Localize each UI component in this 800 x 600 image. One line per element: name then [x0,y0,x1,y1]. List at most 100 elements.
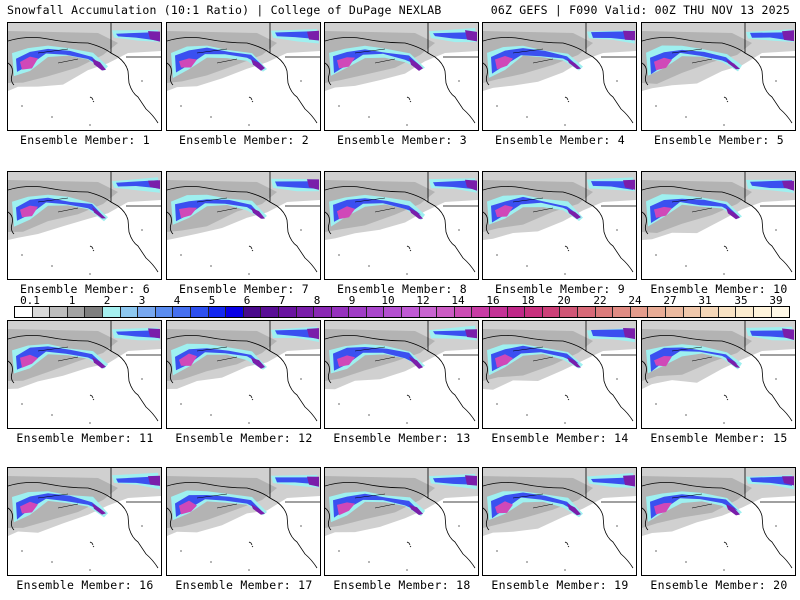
colorbar-cell [366,307,385,317]
heavy-snow-core-coast [726,357,740,368]
blue-snow-band-canada [116,180,158,189]
colorbar-cell [402,307,420,317]
heavy-snow-core-coast [92,58,106,71]
island-outlines [354,493,396,509]
island-outlines [196,197,238,213]
hawaii-islands [406,245,412,252]
moderate-snow-area [642,31,752,84]
colorbar-cell [613,307,631,317]
island-dot [406,422,408,424]
coastline-west-alaska [8,507,15,531]
purple-snow-band-canada [623,475,635,487]
colorbar-cell [32,307,51,317]
island-dot [655,550,657,552]
coastline [325,482,476,569]
blue-snow-band-canada [433,476,475,485]
island-dot [655,403,657,405]
coastline [642,37,793,124]
island-dot [406,273,408,275]
island-dot [496,105,498,107]
lake-dot [616,378,618,380]
island-dot [406,124,408,126]
island-dot [51,265,53,267]
island-dot [89,569,91,571]
island-dot [368,116,370,118]
island-dot [685,414,687,416]
hawaii-islands [248,245,254,252]
coastline-west-alaska [167,211,174,235]
blue-snow-band-canada [433,180,475,190]
colorbar-cell [578,307,596,317]
colorbar-tick-label: 9 [348,294,356,307]
ensemble-member-map [641,171,796,280]
colorbar-tick-label: 27 [663,294,677,307]
colorbar-cell [437,307,455,317]
ensemble-member-map [324,320,479,429]
colorbar-cell [138,307,156,317]
island-dot [210,561,212,563]
island-dot [564,124,566,126]
coastline-west-alaska [8,211,15,235]
ensemble-member-map [7,22,162,131]
lake-dot [141,80,143,82]
island-dot [685,265,687,267]
purple-snow-band-canada [623,179,635,190]
hawaii-islands [89,541,95,548]
island-dot [564,422,566,424]
island-dot [526,265,528,267]
island-dot [89,422,91,424]
heavy-snow-core-coast [409,356,423,369]
colorbar-cell [331,307,350,317]
ensemble-member-map [7,320,162,429]
island-dot [51,561,53,563]
island-dot [180,403,182,405]
heavy-snow-core-coast [567,357,581,368]
coastline [642,186,793,273]
heavy-snow-core-coast [567,58,581,70]
colorbar-cell [50,307,68,317]
island-outlines [671,346,713,362]
colorbar-cell [243,307,262,317]
colorbar-cell [454,307,473,317]
coastline-west-alaska [167,62,174,86]
blue-snow-band [650,494,738,519]
island-dot [248,569,250,571]
colorbar-tick-label: 3 [138,294,146,307]
island-outlines [354,197,396,213]
coastline-west-alaska [325,62,332,86]
colorbar-cell [67,307,86,317]
blue-snow-band [16,493,104,520]
heavy-snow-core-coast [726,207,740,220]
heavy-snow-core-coast [251,59,265,71]
heavy-snow-core-alaska [337,355,355,367]
ensemble-member-label: Ensemble Member: 3 [336,133,468,147]
purple-snow-band-canada [465,30,477,42]
colorbar-cell [419,307,438,317]
island-dot [51,116,53,118]
blue-snow-band [333,198,421,222]
island-outlines [512,48,554,64]
island-outlines [196,48,238,64]
blue-snow-band [491,48,579,74]
coastline [167,482,318,569]
heavy-snow-core-coast [409,58,423,71]
colorbar-tick-label: 35 [734,294,748,307]
ensemble-member-label: Ensemble Member: 19 [491,578,629,592]
colorbar-tick-label: 2 [103,294,111,307]
colorbar-cell [278,307,297,317]
blue-snow-band [175,348,263,371]
blue-snow-band-canada [275,329,317,339]
coastline-west-alaska [8,62,15,86]
lake-dot [458,525,460,527]
colorbar-cell [507,307,526,317]
island-dot [21,254,23,256]
hawaii-islands [723,96,729,103]
ensemble-member-map [7,467,162,576]
island-dot [496,550,498,552]
purple-snow-band-canada [465,179,477,191]
lake-dot [616,525,618,527]
heavy-snow-core-alaska [179,207,197,219]
island-dot [526,414,528,416]
blue-snow-band-canada [750,476,792,486]
heavy-snow-core-coast [251,357,265,369]
